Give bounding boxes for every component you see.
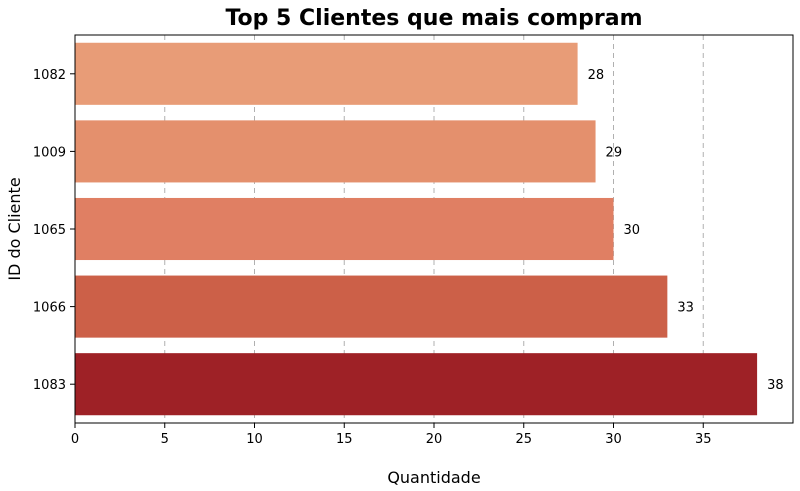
x-tick-label: 25: [515, 432, 532, 447]
chart-title: Top 5 Clientes que mais compram: [225, 6, 642, 31]
bar: [75, 353, 758, 416]
x-tick-label: 5: [161, 432, 169, 447]
x-tick-label: 10: [246, 432, 263, 447]
bar-value-label: 30: [624, 223, 641, 238]
x-tick-label: 0: [71, 432, 79, 447]
bar: [75, 42, 578, 105]
bar-value-label: 38: [767, 378, 784, 393]
bar: [75, 197, 614, 261]
y-tick-label: 1082: [33, 68, 66, 83]
x-tick-label: 15: [336, 432, 353, 447]
axis-layer: 0 5 10 15 20 25 30 35 1082 1009 1065 1066 1083: [33, 68, 712, 447]
y-tick-label: 1083: [33, 378, 66, 393]
bar-value-label: 28: [588, 68, 605, 83]
bar: [75, 275, 668, 338]
bar-layer: 28 29 30 33 38: [75, 42, 784, 416]
y-axis-label: ID do Cliente: [5, 177, 24, 280]
y-tick-label: 1066: [33, 301, 66, 316]
x-axis-label: Quantidade: [387, 468, 480, 487]
bar-value-label: 33: [677, 301, 694, 316]
bar-value-label: 29: [606, 145, 623, 160]
x-tick-label: 20: [426, 432, 443, 447]
bar: [75, 120, 596, 183]
x-tick-label: 30: [605, 432, 622, 447]
y-tick-label: 1065: [33, 223, 66, 238]
y-tick-label: 1009: [33, 145, 66, 160]
x-tick-label: 35: [695, 432, 712, 447]
